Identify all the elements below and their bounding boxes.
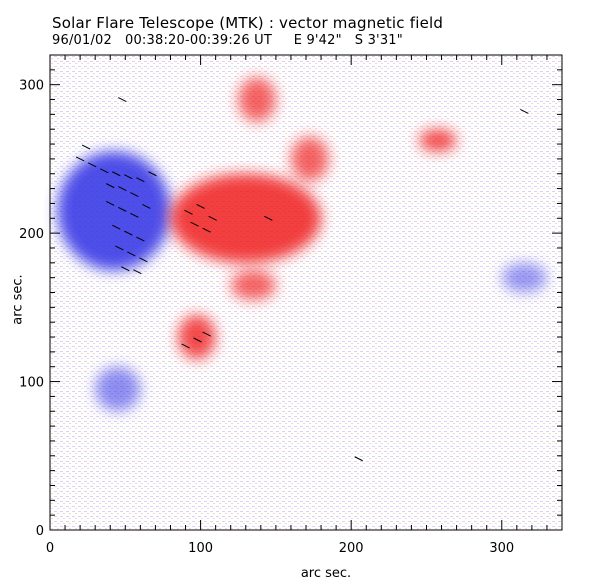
vector-6: [148, 171, 157, 177]
vector-33: [81, 144, 91, 150]
transverse-field-vectors: [75, 97, 529, 462]
vector-18: [139, 257, 148, 263]
x-axis-label: arc sec.: [300, 566, 352, 581]
region-positive-8: [230, 270, 276, 300]
x-tick-label-300: 300: [489, 541, 514, 556]
x-tick-label-0: 0: [46, 541, 54, 556]
region-positive-3: [170, 173, 322, 263]
vector-10: [106, 200, 115, 206]
vector-20: [133, 269, 142, 275]
vector-4: [124, 174, 133, 180]
axis-ticks: 0 100 200 300 0 100 200 300: [19, 54, 563, 556]
region-negative-0: [57, 151, 171, 271]
y-tick-label-200: 200: [19, 227, 44, 242]
vector-5: [136, 177, 145, 183]
y-tick-label-100: 100: [19, 376, 44, 391]
vector-31: [520, 108, 529, 114]
vector-25: [202, 227, 211, 233]
chart-subtitle: 96/01/02 00:38:20-00:39:26 UT E 9'42" S …: [52, 33, 403, 48]
vector-17: [127, 251, 136, 257]
vector-23: [208, 215, 217, 221]
region-positive-7: [290, 136, 329, 182]
vector-12: [130, 212, 139, 218]
vector-30: [118, 97, 127, 102]
x-tick-label-200: 200: [339, 541, 364, 556]
region-negative-1: [95, 366, 141, 412]
vector-9: [130, 192, 139, 197]
vector-22: [196, 203, 205, 209]
x-tick-label-100: 100: [188, 541, 213, 556]
region-positive-6: [238, 77, 276, 122]
vector-14: [124, 230, 133, 236]
vector-29: [264, 215, 273, 221]
vector-21: [184, 209, 193, 215]
vector-8: [118, 186, 127, 192]
vector-7: [106, 183, 115, 189]
vector-15: [136, 236, 145, 242]
vector-34: [142, 203, 151, 209]
y-tick-label-300: 300: [19, 79, 44, 94]
vector-27: [193, 337, 202, 343]
region-negative-2: [501, 262, 547, 293]
vector-24: [190, 221, 199, 227]
vector-3: [112, 171, 121, 177]
vector-19: [121, 266, 130, 272]
vector-11: [118, 206, 127, 212]
chart-title: Solar Flare Telescope (MTK) : vector mag…: [52, 14, 444, 32]
region-positive-4: [178, 314, 216, 360]
vector-2: [99, 168, 109, 174]
vector-0: [75, 156, 85, 162]
vector-16: [115, 245, 124, 251]
vector-32: [354, 456, 363, 462]
vector-28: [202, 331, 211, 337]
background-noise: [50, 55, 562, 530]
y-tick-label-0: 0: [36, 524, 44, 539]
vector-1: [87, 162, 97, 168]
region-positive-5: [418, 129, 457, 152]
vector-26: [181, 343, 190, 349]
vector-13: [112, 224, 121, 230]
y-axis-label: arc sec.: [10, 274, 26, 325]
